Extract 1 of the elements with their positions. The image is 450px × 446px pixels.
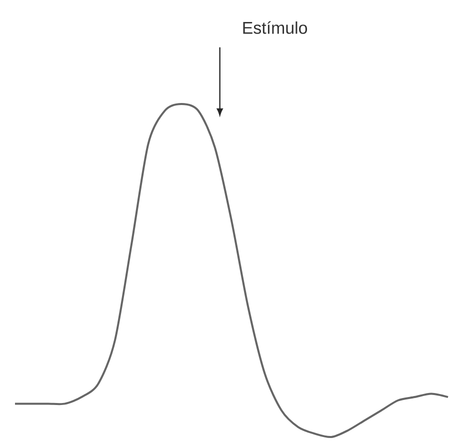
text: Estímulo — [243, 21, 308, 34]
